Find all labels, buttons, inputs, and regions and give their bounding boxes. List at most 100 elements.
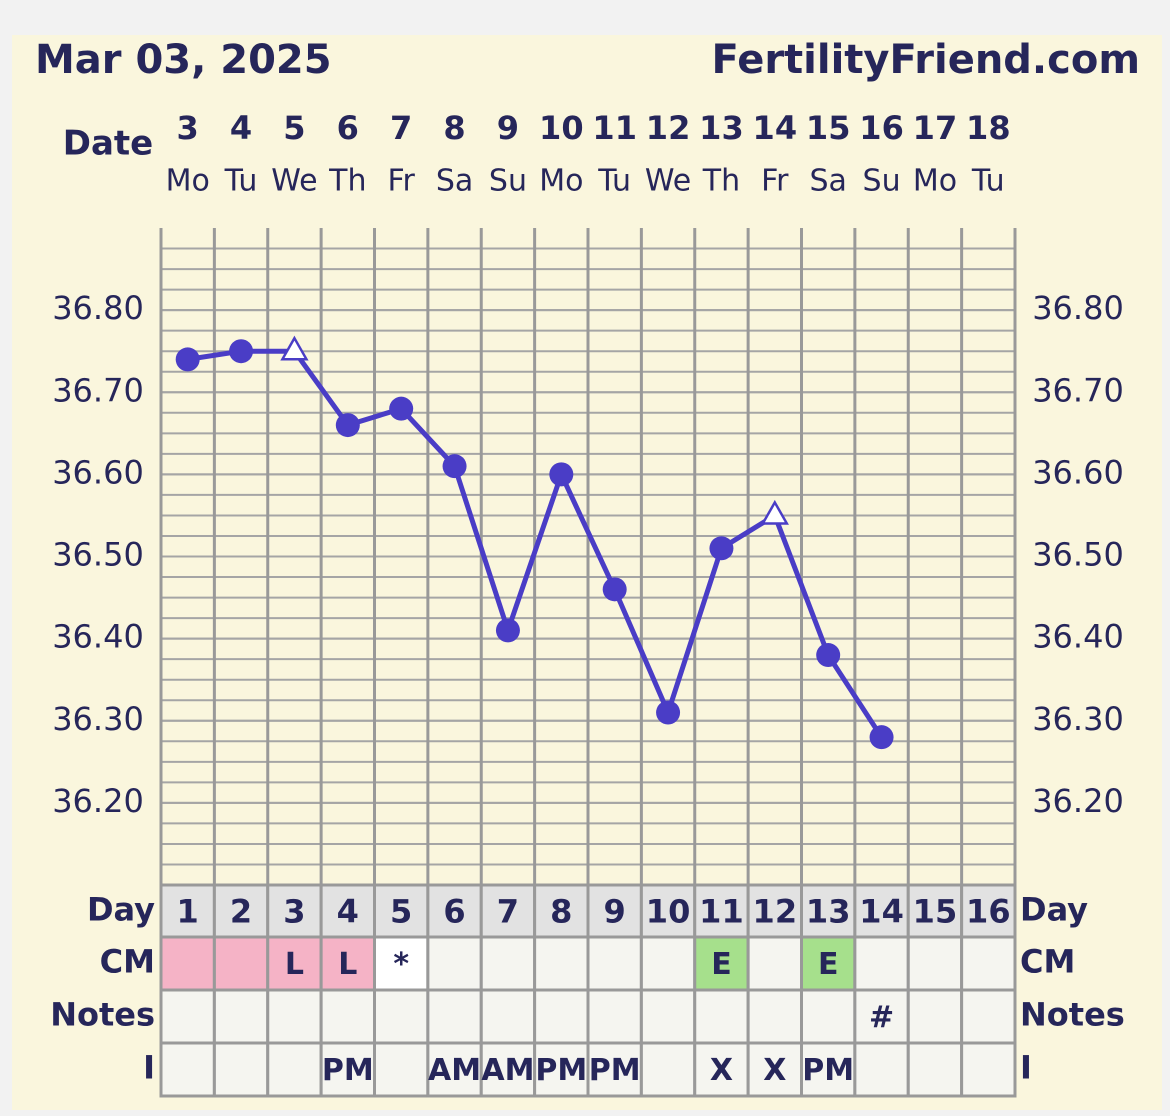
table-cell [159,988,216,1045]
date-label: 3 [177,109,199,147]
day-cell-text: 6 [443,893,465,931]
point-marker [760,499,789,525]
y-tick-label-right: 36.20 [1032,782,1124,820]
date-label: 12 [646,109,691,147]
date-label: 17 [913,109,958,147]
i-cell-text: PM [802,1053,854,1088]
weekday-label: We [271,164,317,199]
table-cell [853,1041,910,1098]
table-cell [906,988,964,1045]
date-label: 10 [539,109,584,147]
weekday-label: Sa [809,164,846,199]
row-label-right: I [1020,1049,1032,1087]
table-cell [533,935,590,992]
table-cell [906,1041,964,1098]
table-cell [319,935,376,992]
day-cell-text: 13 [806,893,851,931]
weekday-label: Mo [166,164,210,199]
table-cell [212,988,270,1045]
weekday-label: Fr [387,164,415,199]
weekday-label: Th [702,164,740,199]
point-marker [602,577,627,602]
table-cell [212,1041,270,1098]
table-cell [639,1041,697,1098]
i-cell-text: PM [535,1053,587,1088]
table-cell [159,883,216,940]
i-cell-text: AM [428,1053,481,1088]
y-tick-label-right: 36.40 [1032,618,1124,656]
table-cell [426,883,483,940]
table-cell [586,1041,643,1098]
weekday-label: Tu [971,164,1005,199]
point-marker [335,413,360,438]
day-cell-text: 3 [283,893,305,931]
row-label: Day [87,891,155,929]
weekday-label: Mo [539,164,583,199]
table-cell [906,935,964,992]
day-cell-text: 10 [646,893,691,931]
table-cell [586,988,643,1045]
date-label: 13 [699,109,744,147]
cm-cell-text: E [711,947,732,982]
table-cell [800,935,857,992]
date-label: Date [63,124,153,164]
i-cell-text: X [763,1053,786,1088]
weekday-label: Sa [436,164,473,199]
table-cell [639,988,697,1045]
table-cell [373,1041,430,1098]
date-label: 8 [443,109,465,147]
row-label: I [143,1049,155,1087]
table-cell [426,988,483,1045]
weekday-label: Su [863,164,901,199]
table-cell [159,1041,216,1098]
weekday-label: We [645,164,691,199]
row-label-right: Day [1020,891,1088,929]
day-cell-text: 12 [753,893,798,931]
table-cell [479,935,537,992]
y-tick-label-right: 36.80 [1032,289,1124,327]
date-label: 4 [230,109,252,147]
weekday-label: Fr [761,164,789,199]
table-cell [212,935,270,992]
notes-cell-text: # [869,1000,894,1035]
i-cell-text: X [710,1053,733,1088]
weekday-label: Mo [913,164,957,199]
y-tick-label: 36.70 [52,371,144,409]
weekday-label: Su [489,164,527,199]
table-cell [693,988,750,1045]
day-cell-text: 9 [604,893,626,931]
day-cell-text: 11 [699,893,744,931]
table-cell [960,883,1017,940]
table-cell [266,1041,323,1098]
y-tick-label: 36.50 [52,536,144,574]
point-marker [495,618,520,643]
point-marker [280,335,309,361]
weekday-label: Th [328,164,366,199]
table-cell [426,935,483,992]
site-name: FertilityFriend.com [711,37,1140,83]
point-marker [656,700,681,725]
table-cell [960,1041,1017,1098]
table-cell [586,935,643,992]
table-cell [853,935,910,992]
table-cell [159,935,216,992]
table-cell [266,988,323,1045]
y-tick-label: 36.80 [52,289,144,327]
day-cell-text: 16 [966,893,1011,931]
table-cell [853,988,910,1045]
date-label: 6 [337,109,359,147]
date-text: Mar 03, 2025 [35,37,332,83]
point-marker [229,339,254,364]
table-cell [373,988,430,1045]
weekday-label: Tu [224,164,258,199]
day-cell-text: 7 [497,893,519,931]
day-cell-text: 14 [859,893,904,931]
date-label: 7 [390,109,412,147]
date-label: 9 [497,109,519,147]
y-tick-label-right: 36.70 [1032,371,1124,409]
table-cell [426,1041,483,1098]
table-cell [693,935,750,992]
cm-cell-text: E [818,947,839,982]
table-cell [319,883,376,940]
